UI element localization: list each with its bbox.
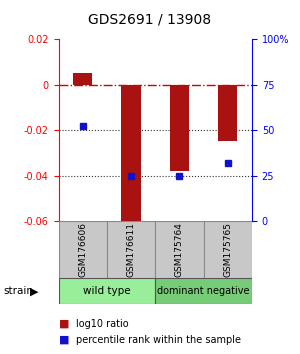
Bar — [122, 85, 141, 226]
Text: ▶: ▶ — [30, 286, 39, 296]
Bar — [58, 221, 107, 278]
Bar — [204, 221, 252, 278]
Text: wild type: wild type — [83, 286, 131, 296]
Text: strain: strain — [3, 286, 33, 296]
Text: percentile rank within the sample: percentile rank within the sample — [76, 335, 242, 345]
Bar — [107, 221, 155, 278]
Text: GSM176611: GSM176611 — [127, 222, 136, 277]
Text: dominant negative: dominant negative — [158, 286, 250, 296]
Bar — [73, 73, 92, 85]
Text: GSM175764: GSM175764 — [175, 222, 184, 277]
Bar — [218, 85, 238, 142]
Text: ■: ■ — [58, 335, 69, 345]
Text: ■: ■ — [58, 319, 69, 329]
Bar — [155, 221, 204, 278]
Text: log10 ratio: log10 ratio — [76, 319, 129, 329]
Bar — [155, 278, 252, 304]
Text: GSM175765: GSM175765 — [223, 222, 232, 277]
Text: GSM176606: GSM176606 — [78, 222, 87, 277]
Bar — [58, 278, 155, 304]
Bar — [170, 85, 189, 171]
Text: GDS2691 / 13908: GDS2691 / 13908 — [88, 12, 212, 27]
